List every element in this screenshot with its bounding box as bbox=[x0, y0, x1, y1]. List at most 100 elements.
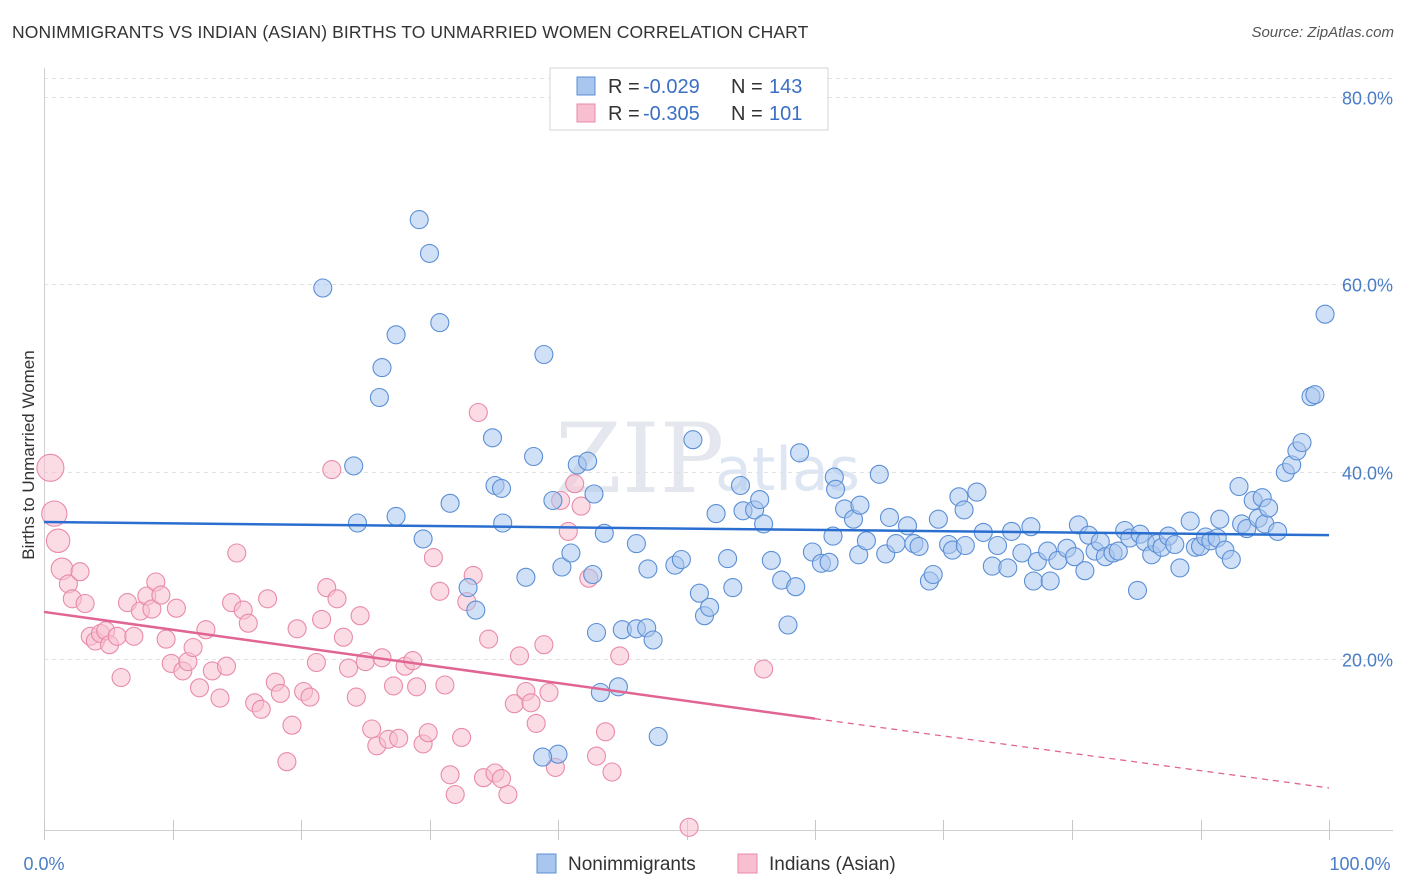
indians-point bbox=[440, 765, 460, 785]
indians-point bbox=[300, 687, 320, 707]
indians-point bbox=[418, 723, 438, 743]
nonimmigrants-point bbox=[590, 682, 610, 703]
stats-r-value-2: -0.305 bbox=[643, 103, 700, 125]
stats-legend-swatch-nonimmigrants bbox=[576, 76, 596, 96]
indians-point bbox=[282, 715, 302, 735]
nonimmigrants-point bbox=[1292, 432, 1312, 453]
indians-point bbox=[407, 677, 427, 697]
stats-legend-frame bbox=[549, 67, 829, 131]
indians-point bbox=[435, 675, 455, 695]
nonimmigrants-point bbox=[413, 529, 433, 549]
nonimmigrants-point bbox=[584, 484, 604, 504]
indians-point bbox=[452, 727, 472, 747]
indians-point bbox=[216, 656, 237, 676]
indians-point bbox=[362, 719, 382, 739]
nonimmigrants-point bbox=[1012, 543, 1032, 563]
nonimmigrants-point bbox=[750, 490, 770, 510]
indians-point bbox=[107, 626, 127, 646]
nonimmigrants-point bbox=[1108, 541, 1128, 561]
stats-n-label-1: N = bbox=[731, 76, 763, 98]
indians-point bbox=[156, 629, 176, 649]
stats-legend-swatch-indians bbox=[576, 103, 596, 123]
indians-point bbox=[534, 635, 554, 655]
y-tick-label-20: 20.0% bbox=[1342, 651, 1393, 671]
indians-point bbox=[338, 658, 359, 678]
nonimmigrants-point bbox=[761, 550, 781, 570]
indians-point bbox=[679, 817, 699, 837]
y-tick-label-40: 40.0% bbox=[1342, 464, 1393, 484]
nonimmigrants-point bbox=[1259, 498, 1279, 518]
indians-point bbox=[389, 728, 409, 748]
nonimmigrants-point bbox=[1315, 304, 1335, 324]
indians-point bbox=[277, 752, 297, 772]
indians-point bbox=[287, 619, 307, 639]
nonimmigrants-point bbox=[1210, 509, 1230, 529]
nonimmigrants-point bbox=[543, 490, 563, 511]
nonimmigrants-point bbox=[548, 744, 568, 764]
stats-n-value-1: 143 bbox=[769, 76, 802, 98]
indians-point bbox=[586, 746, 607, 766]
indians-point bbox=[227, 543, 247, 563]
nonimmigrants-point bbox=[1165, 534, 1185, 555]
nonimmigrants-point bbox=[419, 243, 440, 263]
nonimmigrants-point bbox=[683, 430, 703, 450]
nonimmigrants-point bbox=[344, 456, 364, 476]
legend-label-nonimmigrants: Nonimmigrants bbox=[568, 854, 696, 875]
indians-point bbox=[333, 627, 353, 647]
stats-n-label-2: N = bbox=[731, 103, 763, 125]
indians-point bbox=[151, 585, 171, 605]
source-note: Source: ZipAtlas.com bbox=[1251, 24, 1394, 41]
nonimmigrants-point bbox=[524, 446, 544, 467]
indians-point bbox=[558, 521, 578, 541]
nonimmigrants-point bbox=[313, 278, 333, 298]
nonimmigrants-point bbox=[430, 313, 450, 333]
nonimmigrants-point bbox=[386, 325, 406, 345]
indians-point bbox=[498, 784, 518, 805]
nonimmigrants-point bbox=[638, 559, 658, 579]
chart-title: NONIMMIGRANTS VS INDIAN (ASIAN) BIRTHS T… bbox=[12, 22, 809, 42]
legend-swatch-indians bbox=[737, 853, 758, 874]
nonimmigrants-point bbox=[586, 622, 607, 643]
nonimmigrants-point bbox=[998, 558, 1018, 578]
nonimmigrants-point bbox=[1065, 547, 1085, 567]
nonimmigrants-point bbox=[856, 531, 876, 551]
stats-n-value-2: 101 bbox=[769, 103, 802, 125]
nonimmigrants-point bbox=[879, 507, 900, 527]
nonimmigrants-point bbox=[819, 552, 839, 572]
nonimmigrants-point bbox=[626, 534, 646, 554]
nonimmigrants-point bbox=[689, 583, 709, 603]
nonimmigrants-point bbox=[967, 482, 987, 502]
gridlines bbox=[44, 78, 1393, 660]
nonimmigrants-point bbox=[987, 535, 1008, 556]
stats-r-label-1: R = bbox=[608, 76, 640, 98]
nonimmigrants-point bbox=[730, 475, 751, 496]
nonimmigrants-point bbox=[1305, 385, 1325, 405]
nonimmigrants-point bbox=[458, 578, 478, 598]
stats-r-label-2: R = bbox=[608, 103, 640, 125]
indians-point bbox=[346, 687, 366, 707]
nonimmigrants-point bbox=[578, 451, 598, 471]
nonimmigrants-point bbox=[723, 578, 743, 598]
x-tick-label-max: 100.0% bbox=[1329, 854, 1390, 874]
indians-point bbox=[41, 500, 68, 527]
legend-swatch-nonimmigrants bbox=[536, 853, 557, 874]
nonimmigrants-point bbox=[386, 506, 406, 526]
indians-point bbox=[526, 713, 546, 733]
nonimmigrants-point bbox=[493, 513, 513, 533]
indians-point bbox=[258, 589, 278, 609]
indians-point bbox=[270, 683, 290, 703]
nonimmigrants-point bbox=[516, 567, 536, 587]
nonimmigrants-point bbox=[409, 210, 429, 230]
indians-point bbox=[595, 722, 616, 742]
indians-point bbox=[565, 474, 585, 494]
nonimmigrants-point bbox=[1023, 571, 1044, 591]
nonimmigrants-point bbox=[440, 493, 460, 513]
y-tick-label-60: 60.0% bbox=[1342, 276, 1393, 296]
nonimmigrants-point bbox=[1170, 558, 1190, 578]
indians-point bbox=[75, 593, 95, 614]
nonimmigrants-point bbox=[886, 534, 906, 554]
indians-point bbox=[430, 581, 450, 601]
indians-point bbox=[445, 784, 465, 805]
nonimmigrants-point bbox=[1127, 580, 1148, 600]
